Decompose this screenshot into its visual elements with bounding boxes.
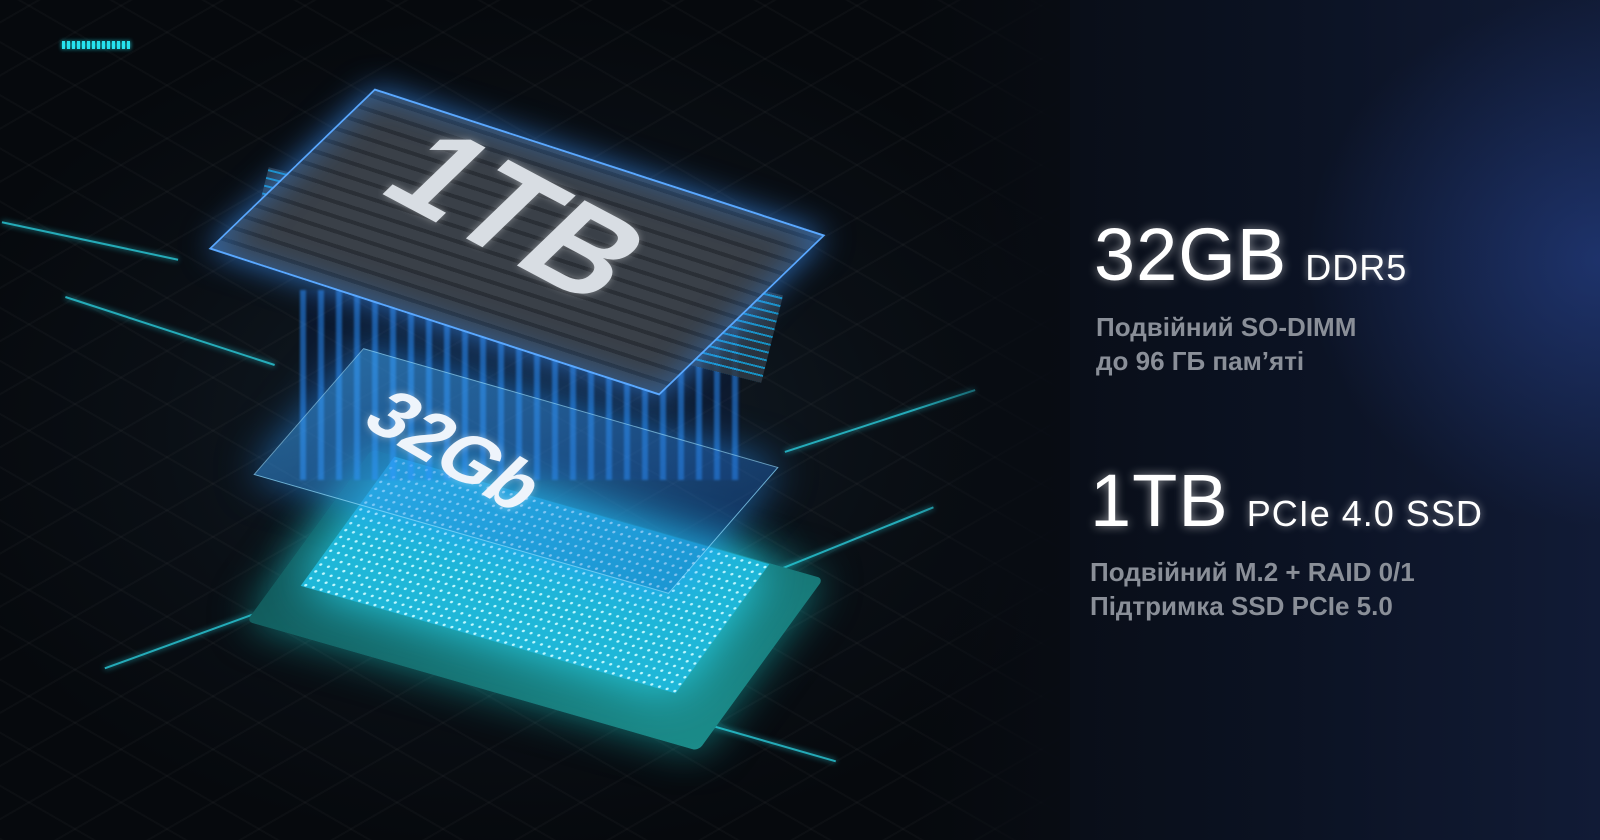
indicator-segment bbox=[127, 41, 130, 49]
indicator-segment bbox=[82, 41, 85, 49]
memory-heading: 32GB DDR5 bbox=[1094, 212, 1407, 297]
indicator-segment bbox=[62, 41, 65, 49]
indicator-segment bbox=[102, 41, 105, 49]
memory-type: DDR5 bbox=[1305, 247, 1408, 288]
indicator-segment bbox=[122, 41, 125, 49]
storage-detail-line: Підтримка SSD PCIe 5.0 bbox=[1090, 591, 1393, 621]
indicator-segment bbox=[112, 41, 115, 49]
circuit-trace bbox=[1, 221, 179, 261]
circuit-trace bbox=[784, 389, 976, 453]
storage-details: Подвійний M.2 + RAID 0/1 Підтримка SSD P… bbox=[1090, 555, 1415, 623]
memory-detail-line: Подвійний SO-DIMM bbox=[1096, 312, 1357, 342]
indicator-segment bbox=[87, 41, 90, 49]
circuit-trace bbox=[766, 506, 934, 576]
indicator-segment bbox=[92, 41, 95, 49]
indicator-segment bbox=[67, 41, 70, 49]
circuit-board-illustration: 32Gb 1TB bbox=[0, 0, 1070, 840]
progress-indicator bbox=[62, 41, 130, 49]
indicator-segment bbox=[117, 41, 120, 49]
memory-details: Подвійний SO-DIMM до 96 ГБ пам’яті bbox=[1096, 310, 1356, 378]
indicator-segment bbox=[107, 41, 110, 49]
indicator-segment bbox=[77, 41, 80, 49]
circuit-trace bbox=[104, 612, 256, 670]
indicator-segment bbox=[97, 41, 100, 49]
storage-detail-line: Подвійний M.2 + RAID 0/1 bbox=[1090, 557, 1415, 587]
storage-type: PCIe 4.0 SSD bbox=[1246, 493, 1483, 534]
memory-detail-line: до 96 ГБ пам’яті bbox=[1096, 346, 1305, 376]
indicator-segment bbox=[72, 41, 75, 49]
storage-heading: 1TB PCIe 4.0 SSD bbox=[1090, 458, 1483, 543]
memory-amount: 32GB bbox=[1094, 213, 1288, 296]
circuit-trace bbox=[65, 296, 275, 366]
storage-amount: 1TB bbox=[1090, 459, 1229, 542]
